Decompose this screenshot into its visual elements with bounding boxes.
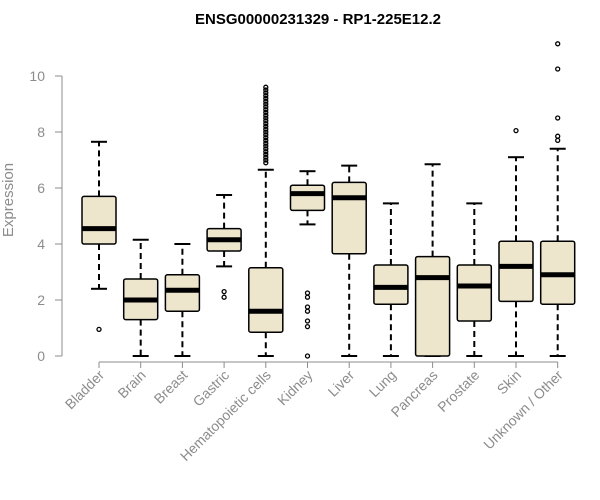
box-brain (122, 238, 159, 357)
outlier-point (263, 109, 269, 116)
outlier-point (263, 126, 269, 132)
box-iqr (248, 267, 284, 333)
outlier-point (304, 353, 311, 359)
outlier-point (263, 106, 269, 113)
box-iqr (331, 181, 367, 255)
outlier-point (513, 127, 519, 134)
box-hematopoietic-cells (248, 84, 284, 357)
outlier-point (555, 115, 561, 121)
outlier-point (263, 146, 269, 152)
box-pancreas (414, 163, 451, 357)
outlier-point (304, 294, 311, 300)
box-kidney (289, 170, 326, 359)
box-iqr (81, 195, 117, 245)
chart-title: ENSG00000231329 - RP1-225E12.2 (195, 11, 441, 28)
x-tick-label: Skin (494, 367, 525, 398)
box-breast (164, 243, 201, 357)
outlier-point (263, 115, 269, 121)
outlier-point (263, 98, 269, 104)
y-tick-label: 6 (37, 180, 45, 196)
box-lung (373, 202, 409, 357)
box-iqr (289, 184, 326, 212)
box-bladder (81, 140, 117, 333)
box-liver (331, 164, 367, 357)
outlier-point (263, 118, 269, 124)
x-tick-label: Kidney (274, 367, 316, 409)
outlier-point (304, 290, 311, 296)
x-tick-label: Unknown / Other (480, 367, 566, 453)
outlier-point (304, 323, 311, 330)
box-iqr (498, 240, 534, 303)
outlier-point (96, 326, 102, 333)
y-tick-label: 4 (37, 236, 45, 252)
outlier-point (555, 137, 561, 144)
boxes-group (81, 41, 576, 359)
outlier-point (263, 132, 269, 138)
box-skin (498, 127, 534, 357)
outlier-point (221, 294, 227, 300)
outlier-point (263, 112, 269, 118)
outlier-point (263, 140, 269, 146)
x-tick-label: Liver (325, 367, 358, 400)
box-iqr (373, 264, 409, 305)
box-iqr (456, 264, 493, 322)
outlier-point (555, 41, 561, 47)
box-iqr (414, 255, 451, 357)
outlier-point (263, 157, 269, 163)
box-gastric (206, 194, 242, 300)
outlier-point (263, 154, 269, 160)
outlier-point (263, 143, 269, 149)
y-tick-label: 10 (29, 68, 45, 84)
outlier-point (555, 66, 561, 72)
outlier-point (263, 92, 269, 99)
outlier-point (263, 129, 269, 135)
outlier-point (304, 304, 311, 310)
x-tick-label: Lung (366, 367, 399, 400)
outlier-point (263, 87, 269, 93)
outlier-point (263, 148, 269, 155)
outlier-point (263, 151, 269, 158)
outlier-point (263, 137, 269, 144)
box-iqr (164, 274, 201, 312)
box-unknown-other (539, 41, 576, 357)
y-tick-label: 0 (37, 348, 45, 364)
outlier-point (263, 160, 269, 166)
x-tick-label: Breast (151, 367, 191, 407)
y-tick-label: 8 (37, 124, 45, 140)
box-prostate (456, 202, 493, 357)
x-tick-label: Bladder (62, 367, 108, 413)
outlier-point (263, 123, 269, 130)
outlier-point (221, 288, 227, 295)
outlier-point (263, 95, 269, 102)
outlier-point (304, 308, 311, 314)
outlier-point (555, 133, 561, 139)
outlier-point (263, 120, 269, 127)
outlier-point (263, 90, 269, 96)
y-axis: 0 2 4 6 8 10 (29, 68, 63, 364)
outlier-point (263, 134, 269, 141)
x-tick-label: Brain (114, 367, 148, 401)
outlier-point (263, 104, 269, 110)
y-axis-label: Expression (0, 163, 17, 237)
x-tick-label: Prostate (434, 367, 482, 415)
y-tick-label: 2 (37, 292, 45, 308)
outlier-point (304, 318, 311, 324)
outlier-point (263, 101, 269, 107)
outlier-point (263, 84, 269, 90)
